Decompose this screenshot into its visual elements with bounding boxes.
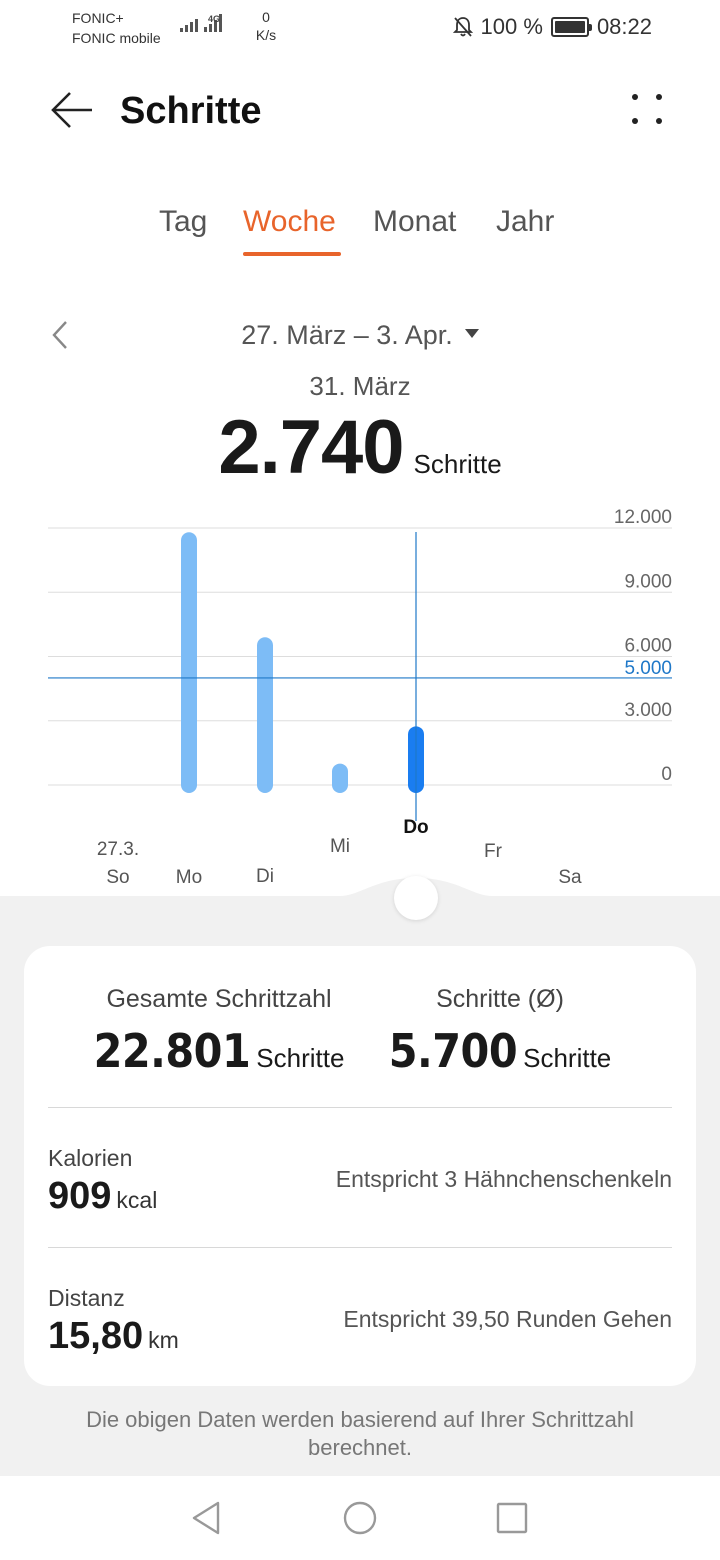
date-range-label: 27. März – 3. Apr. <box>241 320 453 350</box>
back-button[interactable] <box>48 88 96 132</box>
carrier-name-2: FONIC mobile <box>72 30 161 46</box>
x-tick-label: Mi <box>330 836 350 857</box>
summary-card: Gesamte Schrittzahl 22.801 Schritte Schri… <box>24 946 696 1386</box>
page-title: Schritte <box>120 90 262 132</box>
x-tick-label: Fr <box>484 841 503 862</box>
distance: 15,80 km <box>48 1314 179 1366</box>
distance-unit: km <box>148 1327 179 1353</box>
average-steps-value: 5.700 <box>388 1024 518 1078</box>
arrow-left-icon <box>51 92 92 128</box>
selected-steps-unit: Schritte <box>413 449 502 479</box>
battery-icon <box>550 17 592 37</box>
carrier-info: FONIC+ FONIC mobile <box>72 8 161 48</box>
total-steps-value: 22.801 <box>93 1024 251 1078</box>
calories-equivalent: Entspricht 3 Hähnchenschenkeln <box>335 1166 672 1192</box>
selected-steps: 2.740 Schritte <box>0 408 720 509</box>
y-tick-label: 9.000 <box>624 571 672 592</box>
calories-label: Kalorien <box>48 1145 133 1171</box>
x-tick-label: Di <box>256 866 274 887</box>
selected-steps-value: 2.740 <box>218 405 404 490</box>
goal-label: 5.000 <box>624 658 672 679</box>
total-steps-label: Gesamte Schrittzahl <box>106 985 332 1013</box>
circle-home-icon <box>343 1501 377 1535</box>
calories: 909 kcal <box>48 1174 157 1226</box>
footnote: Die obigen Daten werden basierend auf Ih… <box>86 1407 634 1460</box>
clock: 08:22 <box>596 14 652 39</box>
dropdown-caret-icon <box>464 329 479 339</box>
y-tick-label: 0 <box>661 764 672 785</box>
net-speed: 0 K/s <box>254 8 278 44</box>
y-tick-label: 12.000 <box>614 507 672 528</box>
x-tick-label: So <box>106 867 129 888</box>
chart-bar <box>332 763 348 793</box>
average-steps-unit: Schritte <box>523 1043 612 1073</box>
more-options-button[interactable] <box>624 88 672 132</box>
y-tick-label: 3.000 <box>624 700 672 721</box>
chart-slider-track <box>0 878 720 920</box>
x-tick-label: Do <box>403 817 428 838</box>
x-tick-label: Sa <box>558 867 582 888</box>
chart-bar-base <box>257 779 273 785</box>
average-steps: 5.700 Schritte <box>384 1026 616 1088</box>
period-tabs: Tag Woche Monat Jahr <box>0 196 720 260</box>
carrier-name-1: FONIC+ <box>72 10 124 26</box>
x-date-label: 27.3. <box>97 839 139 860</box>
chart-bar-base <box>332 779 348 785</box>
bell-off-icon <box>452 17 473 37</box>
divider <box>48 1247 672 1248</box>
status-right: 100 % 08:22 <box>452 14 652 40</box>
distance-label: Distanz <box>48 1285 125 1311</box>
chart-bar-base <box>181 779 197 785</box>
distance-equivalent: Entspricht 39,50 Runden Gehen <box>343 1306 672 1332</box>
net-speed-value: 0 <box>262 9 270 25</box>
calories-value: 909 <box>48 1175 112 1217</box>
network-type: 4G <box>208 14 221 24</box>
battery-percent: 100 % <box>480 14 543 39</box>
chart-slider-handle[interactable] <box>394 876 438 920</box>
status-bar: FONIC+ FONIC mobile 4G 0 K/s 100 % 08:22 <box>0 0 720 56</box>
average-steps-label: Schritte (Ø) <box>436 985 564 1013</box>
divider <box>48 1107 672 1108</box>
chart-bar <box>257 637 273 793</box>
distance-value: 15,80 <box>48 1315 144 1357</box>
chart-bar <box>181 532 197 793</box>
tab-jahr[interactable]: Jahr <box>496 205 555 238</box>
total-steps: 22.801 Schritte <box>84 1026 354 1088</box>
y-tick-label: 6.000 <box>624 636 672 657</box>
previous-week-button[interactable] <box>46 318 78 352</box>
tab-tag[interactable]: Tag <box>159 205 208 238</box>
triangle-back-icon <box>192 1501 220 1535</box>
date-range-selector[interactable]: 27. März – 3. Apr. <box>0 318 720 352</box>
chevron-left-icon <box>52 321 67 349</box>
nav-back-button[interactable] <box>186 1498 226 1538</box>
selected-date: 31. März <box>309 371 411 401</box>
tab-woche[interactable]: Woche <box>243 205 336 238</box>
net-speed-unit: K/s <box>255 27 277 43</box>
weekly-steps-chart[interactable]: 12.000 9.000 6.000 3.000 0 5.000 So 27.3. Mo Di Mi… <box>0 500 720 900</box>
square-recent-icon <box>496 1502 528 1534</box>
total-steps-unit: Schritte <box>256 1043 345 1073</box>
nav-home-button[interactable] <box>340 1498 380 1538</box>
active-tab-indicator <box>243 252 341 256</box>
tab-monat[interactable]: Monat <box>373 205 457 238</box>
nav-recent-button[interactable] <box>492 1498 532 1538</box>
system-nav-bar <box>0 1476 720 1560</box>
calories-unit: kcal <box>116 1187 158 1213</box>
x-tick-label: Mo <box>176 867 202 888</box>
signal-strength-icon <box>180 14 222 32</box>
